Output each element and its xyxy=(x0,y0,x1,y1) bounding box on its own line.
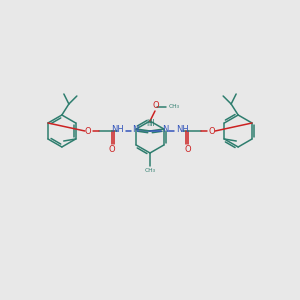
Text: N: N xyxy=(162,125,168,134)
Text: CH₃: CH₃ xyxy=(145,169,155,173)
Text: H: H xyxy=(146,119,152,128)
Text: H: H xyxy=(148,119,154,128)
Text: O: O xyxy=(209,127,215,136)
Text: N: N xyxy=(132,125,138,134)
Text: NH: NH xyxy=(112,125,124,134)
Text: NH: NH xyxy=(176,125,188,134)
Text: O: O xyxy=(85,127,91,136)
Text: CH₃: CH₃ xyxy=(169,103,179,109)
Text: O: O xyxy=(153,101,159,110)
Text: O: O xyxy=(109,145,115,154)
Text: O: O xyxy=(185,145,191,154)
